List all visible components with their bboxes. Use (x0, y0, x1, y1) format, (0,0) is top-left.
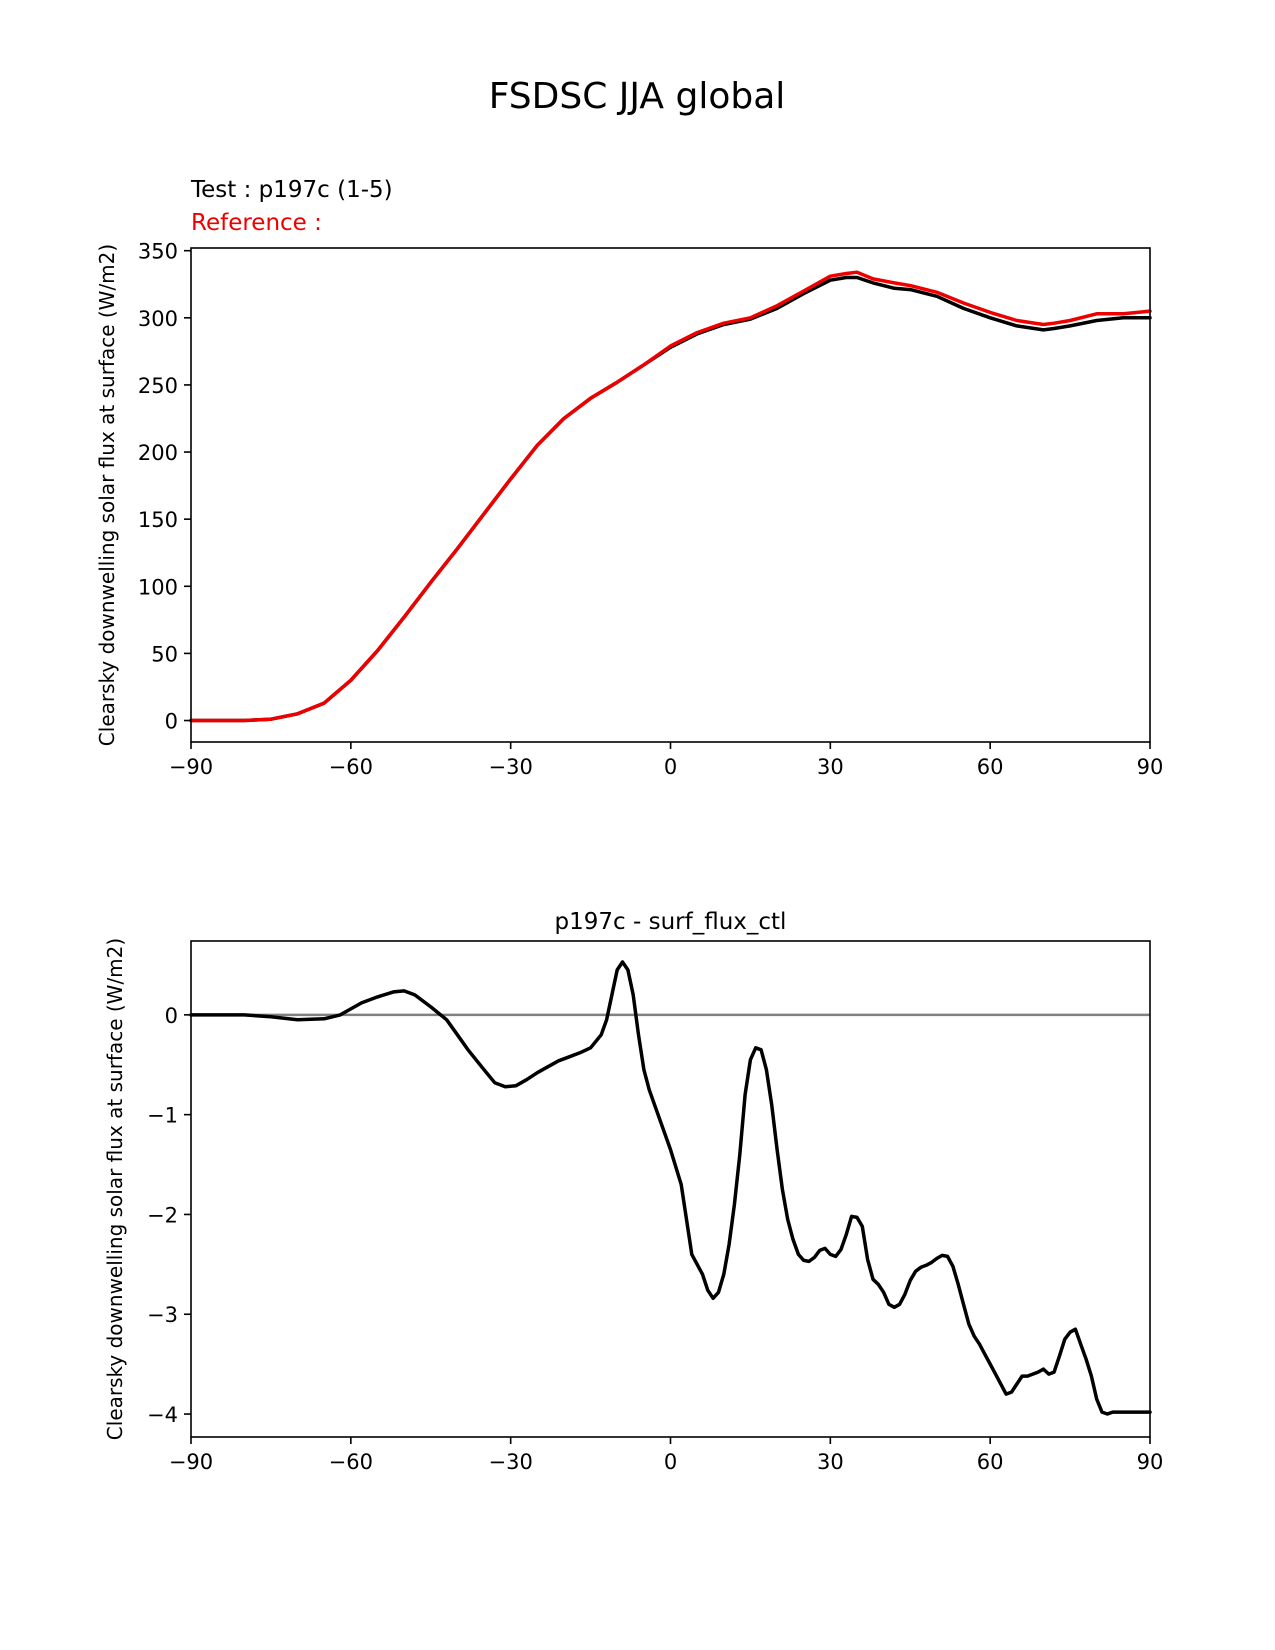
series-line-2 (189, 270, 1152, 723)
y-axis-label: Clearsky downwelling solar flux at surfa… (95, 244, 119, 746)
series-line-1 (189, 960, 1152, 1416)
x-tick-label: −90 (169, 1450, 213, 1474)
y-tick-label: 350 (138, 240, 178, 264)
y-tick-label: 250 (138, 374, 178, 398)
x-tick-label: −60 (329, 755, 373, 779)
x-tick-label: −60 (329, 1450, 373, 1474)
series-line-1 (189, 275, 1152, 723)
x-tick-label: 90 (1137, 1450, 1164, 1474)
x-tick-label: −30 (489, 755, 533, 779)
y-tick-label: −2 (147, 1203, 178, 1227)
top-line-chart: −90 −60 −30 0 30 60 90 0 50 100 150 200 250 300 350 Cle… (95, 240, 1163, 779)
reference-label: Reference : (191, 210, 322, 236)
chart-title: p197c - surf_flux_ctl (555, 909, 787, 935)
y-tick-label: −1 (147, 1104, 178, 1128)
figure-title: FSDSC JJA global (489, 76, 786, 117)
y-tick-label: −3 (147, 1303, 178, 1327)
x-tick-label: −90 (169, 755, 213, 779)
x-tick-label: 0 (664, 1450, 677, 1474)
y-tick-label: 150 (138, 508, 178, 532)
x-tick-label: 90 (1137, 755, 1164, 779)
x-tick-label: 0 (664, 755, 677, 779)
x-tick-label: 30 (817, 1450, 844, 1474)
y-tick-label: 0 (165, 710, 178, 734)
test-label: Test : p197c (1-5) (190, 177, 393, 203)
y-tick-label: 50 (151, 642, 178, 666)
x-tick-label: 60 (977, 755, 1004, 779)
bottom-difference-chart: −90 −60 −30 0 30 60 90 0 −1 −2 −3 −4 Clearsky downwe… (103, 909, 1163, 1474)
y-tick-label: −4 (147, 1403, 178, 1427)
x-tick-label: 60 (977, 1450, 1004, 1474)
y-tick-label: 200 (138, 441, 178, 465)
x-tick-label: −30 (489, 1450, 533, 1474)
x-tick-label: 30 (817, 755, 844, 779)
y-axis-label: Clearsky downwelling solar flux at surfa… (103, 938, 127, 1440)
y-tick-label: 0 (165, 1004, 178, 1028)
y-tick-label: 100 (138, 575, 178, 599)
y-tick-label: 300 (138, 307, 178, 331)
